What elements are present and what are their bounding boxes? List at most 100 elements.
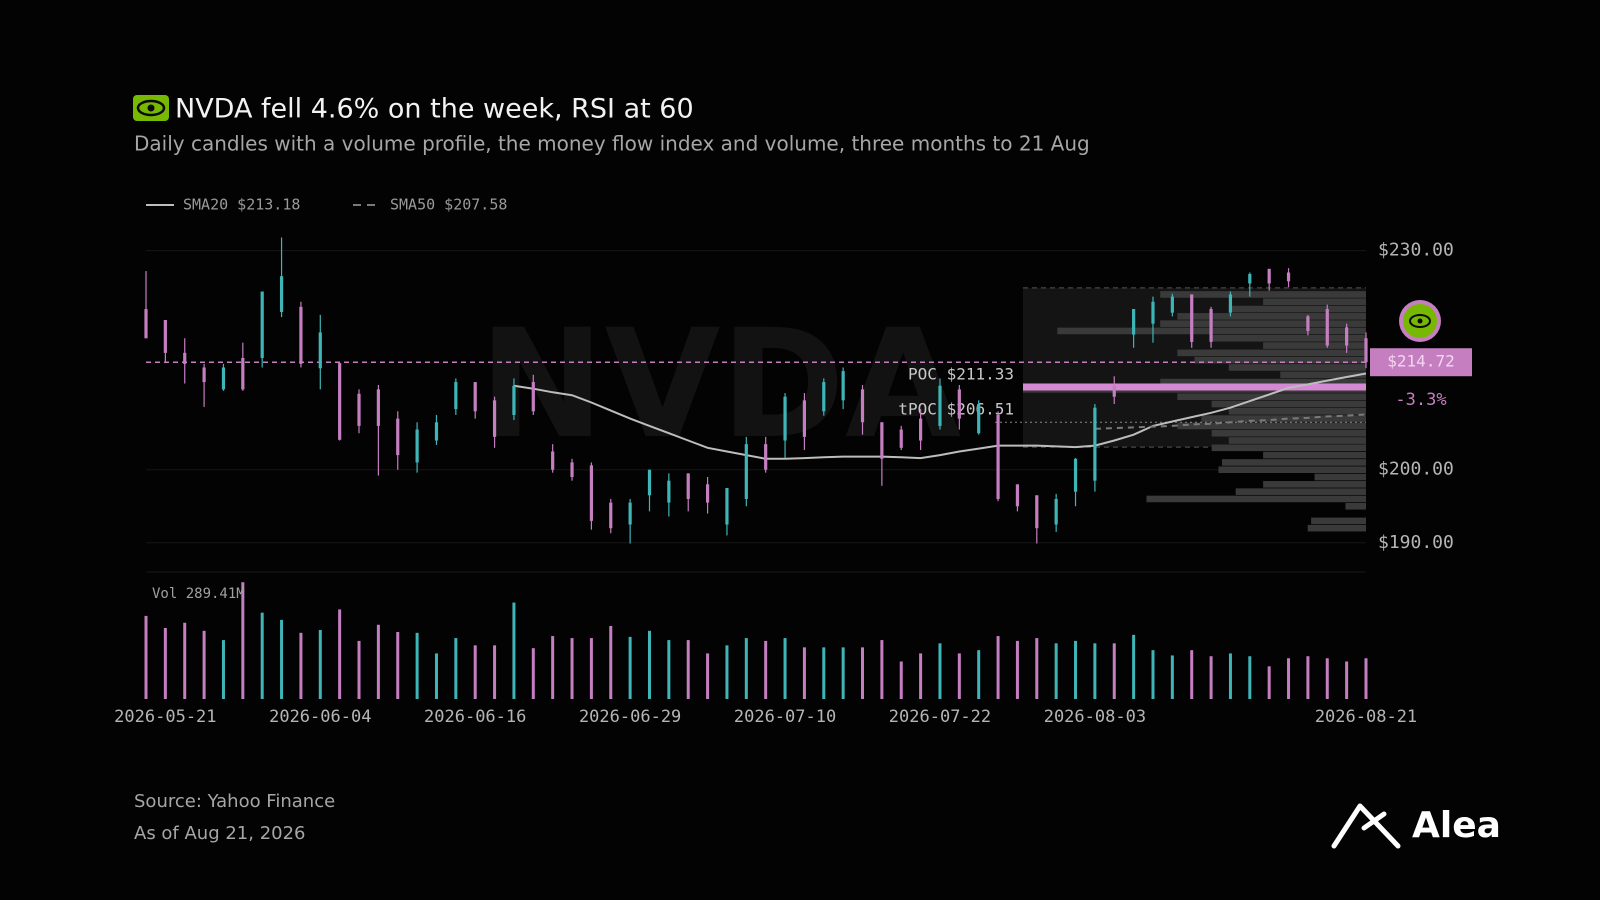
change-label: -3.3% <box>1395 390 1446 410</box>
last-price-label: $214.72 <box>1387 352 1454 371</box>
profile-bar <box>1160 291 1366 298</box>
candle-body <box>183 352 187 364</box>
candle-body <box>1151 301 1155 324</box>
x-tick-label: 2026-07-10 <box>734 707 836 727</box>
volume-bar <box>202 630 206 699</box>
candle-body <box>802 400 807 437</box>
candle-body <box>1228 294 1233 313</box>
badge-logo <box>1399 300 1441 342</box>
profile-bar <box>1211 334 1366 342</box>
x-tick-label: 2026-06-16 <box>424 707 526 727</box>
volume-bar <box>280 619 284 699</box>
volume-bar <box>1306 656 1310 699</box>
candle-body <box>919 418 923 441</box>
volume-bar <box>415 632 419 699</box>
candle-body <box>667 480 671 503</box>
volume-bar <box>1248 656 1252 699</box>
volume-bar <box>1228 653 1232 699</box>
candle-body <box>996 414 1000 499</box>
candle-body <box>783 396 787 441</box>
volume-bar <box>957 653 961 699</box>
profile-bar <box>1307 524 1366 532</box>
candle-body <box>202 367 206 383</box>
y-tick-label: $200.00 <box>1378 459 1454 480</box>
volume-bar <box>357 640 361 699</box>
volume-bar <box>880 640 884 699</box>
profile-bar <box>1194 356 1366 364</box>
candle-body <box>1325 309 1329 346</box>
volume-bar <box>241 582 245 699</box>
candle-body <box>454 382 458 410</box>
profile-bar <box>1177 393 1366 400</box>
volume-bar <box>802 647 806 699</box>
volume-bar <box>512 602 516 699</box>
candle-body <box>899 429 903 448</box>
profile-bar <box>1177 313 1366 320</box>
title-icon <box>133 95 169 121</box>
candle-body <box>415 429 419 463</box>
candle-body <box>705 484 710 503</box>
profile-bar <box>1263 481 1366 488</box>
volume-bar <box>899 661 903 699</box>
candle-body <box>241 357 245 390</box>
candle-body <box>163 320 167 353</box>
volume-bar <box>376 624 380 699</box>
profile-bar <box>1345 502 1366 510</box>
profile-bar <box>1218 466 1366 474</box>
volume-bar <box>396 632 400 699</box>
volume-bar <box>1325 658 1329 699</box>
candle-body <box>822 382 826 412</box>
volume-bar <box>667 640 671 699</box>
candle-body <box>1248 273 1252 284</box>
volume-bar <box>473 645 477 699</box>
volume-bar <box>628 636 632 699</box>
profile-bar <box>1211 429 1366 437</box>
sma-line <box>1094 413 1367 430</box>
candle-body <box>1112 385 1116 397</box>
volume-bar <box>919 653 923 699</box>
candle-body <box>1209 309 1213 342</box>
volume-bar <box>977 650 981 699</box>
volume-bar <box>299 632 303 699</box>
volume-bar <box>221 640 225 699</box>
candle-body <box>144 309 148 339</box>
volume-bar <box>1035 638 1039 699</box>
watermark: NVDA <box>479 298 961 472</box>
brand: Alea <box>1412 805 1501 846</box>
profile-bar <box>1221 459 1366 466</box>
legend-label: SMA20 $213.18 <box>183 196 300 214</box>
y-tick-label: $190.00 <box>1378 532 1454 553</box>
sma-line <box>513 372 1367 460</box>
candle-body <box>880 422 884 459</box>
candle-body <box>1345 327 1349 346</box>
candle-body <box>531 382 535 412</box>
candle-body <box>725 488 729 525</box>
x-tick-label: 2026-05-21 <box>114 707 216 727</box>
legend-label: SMA50 $207.58 <box>390 196 507 214</box>
profile-bar <box>1263 342 1366 349</box>
as-of: As of Aug 21, 2026 <box>134 823 306 844</box>
profile-bar <box>1280 371 1366 379</box>
candle-body <box>396 418 400 456</box>
volume-bar <box>1364 658 1368 699</box>
volume-bar <box>570 638 574 699</box>
volume-bar <box>1015 640 1019 699</box>
volume-bar <box>551 636 555 699</box>
source: Source: Yahoo Finance <box>134 791 335 812</box>
x-tick-label: 2026-06-29 <box>579 707 681 727</box>
candle-body <box>512 385 516 415</box>
candle-body <box>492 400 497 437</box>
profile-bar <box>1228 305 1366 313</box>
chart-title: NVDA fell 4.6% on the week, RSI at 60 <box>175 94 694 125</box>
candle-body <box>628 502 632 525</box>
volume-bar <box>1132 634 1136 699</box>
volume-bar <box>531 648 535 699</box>
x-tick-label: 2026-07-22 <box>889 707 991 727</box>
candle-body <box>589 465 593 521</box>
profile-bar <box>1228 364 1366 371</box>
volume-bar <box>609 625 613 699</box>
candle-body <box>318 332 322 369</box>
candle-body <box>841 371 845 401</box>
volume-bar <box>260 612 264 699</box>
candle-body <box>860 389 865 423</box>
